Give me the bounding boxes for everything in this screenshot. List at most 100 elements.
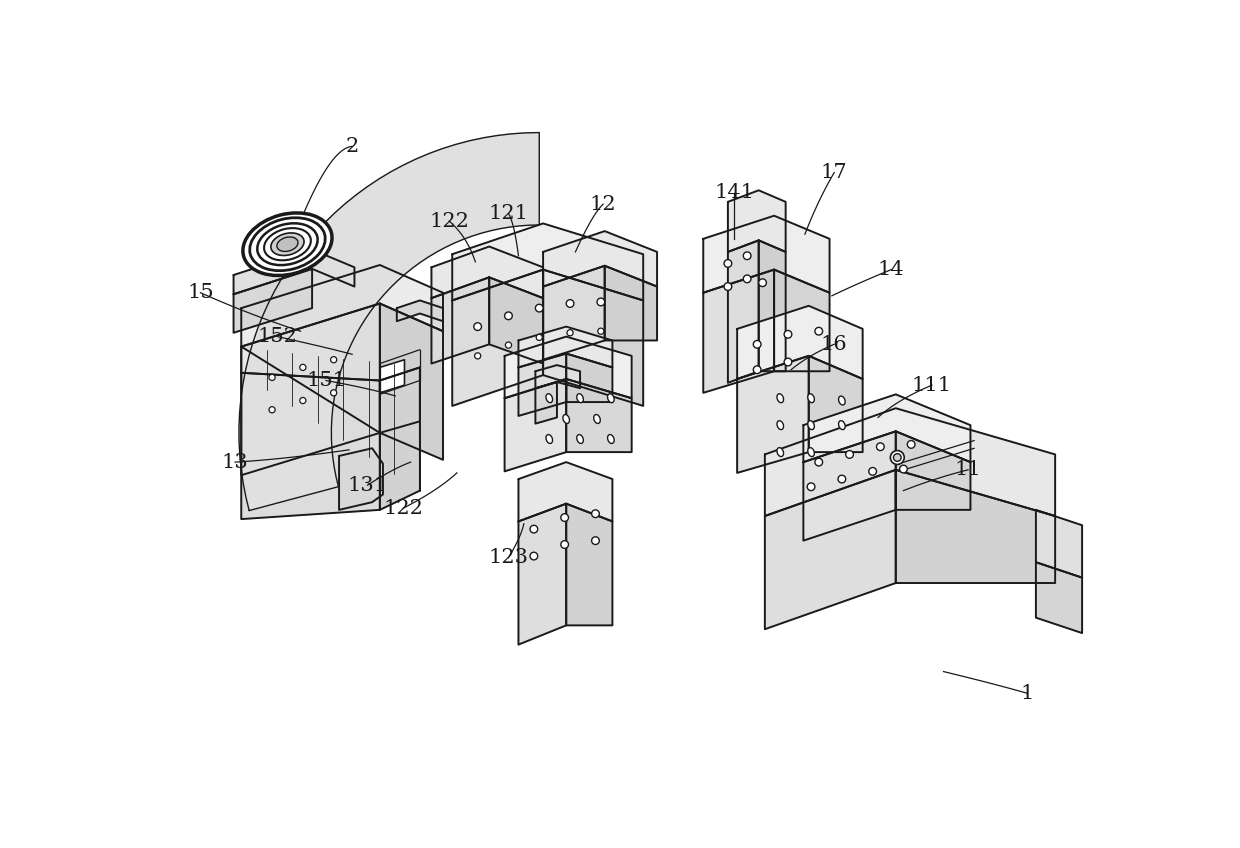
Text: 15: 15 <box>187 283 213 302</box>
Text: 16: 16 <box>821 335 847 354</box>
Circle shape <box>815 327 822 335</box>
Polygon shape <box>759 240 786 371</box>
Polygon shape <box>543 270 644 406</box>
Circle shape <box>784 331 792 338</box>
Polygon shape <box>567 504 613 625</box>
Circle shape <box>596 298 605 306</box>
Text: 122: 122 <box>383 499 423 518</box>
Text: 121: 121 <box>489 204 528 223</box>
Circle shape <box>475 353 481 359</box>
Polygon shape <box>804 432 895 541</box>
Circle shape <box>754 340 761 349</box>
Polygon shape <box>567 354 613 402</box>
Polygon shape <box>242 347 420 432</box>
Polygon shape <box>737 306 863 379</box>
Polygon shape <box>233 249 355 294</box>
Circle shape <box>784 358 792 365</box>
Polygon shape <box>242 373 379 519</box>
Circle shape <box>724 259 732 267</box>
Ellipse shape <box>270 233 304 255</box>
Polygon shape <box>774 270 830 371</box>
Ellipse shape <box>894 454 901 461</box>
Ellipse shape <box>249 218 325 271</box>
Ellipse shape <box>243 213 332 276</box>
Polygon shape <box>518 504 567 644</box>
Polygon shape <box>567 379 631 452</box>
Circle shape <box>598 328 604 334</box>
Polygon shape <box>728 190 786 252</box>
Circle shape <box>591 510 599 517</box>
Circle shape <box>300 398 306 404</box>
Circle shape <box>300 365 306 371</box>
Circle shape <box>505 312 512 320</box>
Polygon shape <box>728 240 759 382</box>
Ellipse shape <box>608 393 614 403</box>
Polygon shape <box>339 449 383 510</box>
Text: 111: 111 <box>911 376 952 394</box>
Polygon shape <box>518 462 613 522</box>
Polygon shape <box>1035 510 1083 577</box>
Polygon shape <box>703 215 830 293</box>
Circle shape <box>269 374 275 381</box>
Circle shape <box>838 475 846 483</box>
Ellipse shape <box>264 228 311 260</box>
Polygon shape <box>233 269 312 332</box>
Circle shape <box>759 279 766 287</box>
Polygon shape <box>397 300 443 321</box>
Text: 152: 152 <box>258 327 298 346</box>
Circle shape <box>506 342 512 349</box>
Polygon shape <box>737 356 808 473</box>
Polygon shape <box>432 277 490 364</box>
Circle shape <box>899 466 908 473</box>
Text: 17: 17 <box>821 163 847 182</box>
Text: 12: 12 <box>590 195 616 214</box>
Circle shape <box>560 514 568 522</box>
Polygon shape <box>895 432 971 510</box>
Text: 122: 122 <box>429 212 469 231</box>
Polygon shape <box>239 132 539 510</box>
Circle shape <box>908 441 915 449</box>
Polygon shape <box>543 265 605 360</box>
Circle shape <box>724 282 732 290</box>
Ellipse shape <box>777 448 784 456</box>
Polygon shape <box>242 304 379 475</box>
Ellipse shape <box>577 393 583 403</box>
Polygon shape <box>1035 562 1083 633</box>
Ellipse shape <box>807 393 815 403</box>
Polygon shape <box>703 270 774 393</box>
Circle shape <box>567 299 574 307</box>
Polygon shape <box>379 367 420 510</box>
Circle shape <box>743 252 751 259</box>
Polygon shape <box>536 382 557 424</box>
Text: 2: 2 <box>346 137 358 156</box>
Polygon shape <box>453 223 644 300</box>
Ellipse shape <box>257 223 317 265</box>
Circle shape <box>807 483 815 491</box>
Circle shape <box>743 275 751 282</box>
Text: 14: 14 <box>878 260 904 279</box>
Polygon shape <box>242 265 443 347</box>
Circle shape <box>877 443 884 450</box>
Circle shape <box>591 537 599 544</box>
Polygon shape <box>605 265 657 340</box>
Circle shape <box>846 450 853 458</box>
Ellipse shape <box>594 415 600 423</box>
Text: 11: 11 <box>955 460 982 479</box>
Polygon shape <box>379 360 404 393</box>
Circle shape <box>567 330 573 336</box>
Text: 131: 131 <box>347 476 388 494</box>
Circle shape <box>536 334 542 340</box>
Ellipse shape <box>807 448 815 456</box>
Polygon shape <box>490 277 543 364</box>
Circle shape <box>331 357 337 363</box>
Polygon shape <box>505 379 567 471</box>
Polygon shape <box>432 247 543 298</box>
Text: 123: 123 <box>489 548 528 567</box>
Ellipse shape <box>608 434 614 444</box>
Ellipse shape <box>807 421 815 430</box>
Ellipse shape <box>777 393 784 403</box>
Polygon shape <box>379 304 443 460</box>
Ellipse shape <box>577 434 583 444</box>
Polygon shape <box>808 356 863 452</box>
Ellipse shape <box>838 396 846 405</box>
